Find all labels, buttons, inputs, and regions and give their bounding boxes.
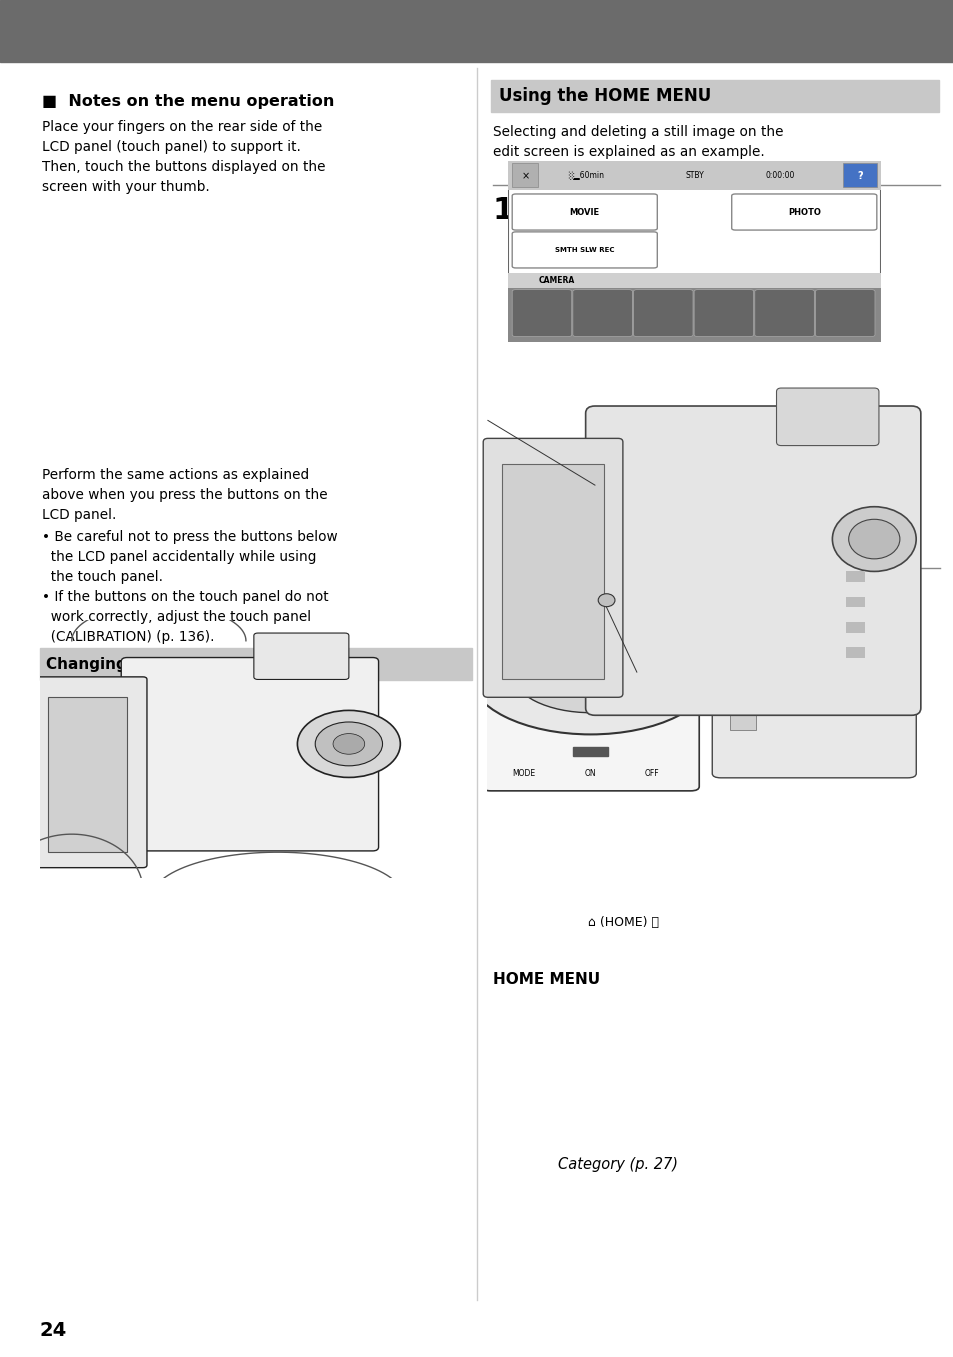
FancyBboxPatch shape bbox=[633, 289, 692, 337]
FancyBboxPatch shape bbox=[512, 232, 657, 267]
FancyBboxPatch shape bbox=[29, 677, 147, 867]
Text: Perform the same actions as explained
above when you press the buttons on the
LC: Perform the same actions as explained ab… bbox=[42, 468, 327, 522]
Text: ■  Notes on the menu operation: ■ Notes on the menu operation bbox=[42, 94, 334, 109]
Text: ⌂ (HOME) Ⓑ: ⌂ (HOME) Ⓑ bbox=[495, 627, 565, 641]
Text: Changing the language setting: Changing the language setting bbox=[46, 657, 312, 672]
Text: Press ⌂ (HOME) Ⓐ (or Ⓑ).: Press ⌂ (HOME) Ⓐ (or Ⓑ). bbox=[520, 582, 719, 597]
Text: ×: × bbox=[520, 171, 529, 180]
FancyBboxPatch shape bbox=[815, 289, 874, 337]
Text: 2: 2 bbox=[493, 578, 514, 607]
Bar bbox=[508, 161, 880, 190]
Circle shape bbox=[297, 711, 400, 778]
Bar bbox=[501, 464, 603, 680]
Text: STBY: STBY bbox=[684, 171, 703, 180]
Text: Place your fingers on the rear side of the
LCD panel (touch panel) to support it: Place your fingers on the rear side of t… bbox=[42, 119, 325, 194]
Bar bbox=[0, 0, 953, 62]
Bar bbox=[508, 288, 880, 342]
Text: You can change the on-screen displays to
show messages in a specified language. : You can change the on-screen displays to… bbox=[42, 692, 336, 786]
FancyBboxPatch shape bbox=[481, 586, 699, 791]
Text: SMTH SLW REC: SMTH SLW REC bbox=[555, 247, 614, 252]
Text: • If the buttons on the touch panel do not
  work correctly, adjust the touch pa: • If the buttons on the touch panel do n… bbox=[42, 590, 328, 645]
Bar bbox=[845, 571, 864, 582]
Text: ON: ON bbox=[584, 769, 596, 778]
Text: Category (p. 27): Category (p. 27) bbox=[558, 1158, 678, 1172]
FancyBboxPatch shape bbox=[572, 289, 632, 337]
FancyBboxPatch shape bbox=[121, 658, 378, 851]
Bar bbox=[573, 748, 607, 756]
Text: Slide the POWER switch to turn
on your camcorder.: Slide the POWER switch to turn on your c… bbox=[520, 199, 781, 235]
Text: • Be careful not to press the buttons below
  the LCD panel accidentally while u: • Be careful not to press the buttons be… bbox=[42, 531, 337, 584]
Circle shape bbox=[848, 520, 899, 559]
Text: ⌂ (HOME) Ⓐ: ⌂ (HOME) Ⓐ bbox=[587, 916, 659, 930]
Bar bbox=[845, 647, 864, 658]
FancyBboxPatch shape bbox=[585, 406, 920, 715]
FancyBboxPatch shape bbox=[512, 289, 571, 337]
Text: 24: 24 bbox=[40, 1320, 67, 1339]
FancyBboxPatch shape bbox=[731, 194, 876, 231]
Bar bbox=[845, 597, 864, 608]
Bar bbox=[491, 80, 938, 113]
Circle shape bbox=[469, 613, 712, 734]
FancyBboxPatch shape bbox=[512, 194, 657, 231]
Text: CAMERA: CAMERA bbox=[537, 275, 574, 285]
FancyBboxPatch shape bbox=[694, 289, 753, 337]
Circle shape bbox=[832, 506, 915, 571]
FancyBboxPatch shape bbox=[483, 438, 622, 697]
Text: Using the HOME MENU: Using the HOME MENU bbox=[498, 87, 711, 104]
Bar bbox=[48, 697, 127, 852]
Bar bbox=[845, 622, 864, 632]
Text: ?: ? bbox=[857, 171, 862, 180]
Bar bbox=[512, 163, 537, 187]
Text: ░▂60min: ░▂60min bbox=[567, 171, 603, 180]
Circle shape bbox=[863, 661, 924, 691]
Bar bbox=[729, 683, 755, 730]
Circle shape bbox=[314, 722, 382, 765]
FancyBboxPatch shape bbox=[776, 388, 878, 445]
Bar bbox=[508, 273, 880, 288]
Text: MODE: MODE bbox=[512, 769, 536, 778]
Bar bbox=[842, 163, 876, 187]
Circle shape bbox=[598, 594, 615, 607]
Bar bbox=[40, 649, 472, 680]
Bar bbox=[729, 654, 755, 676]
Text: Selecting and deleting a still image on the
edit screen is explained as an examp: Selecting and deleting a still image on … bbox=[493, 125, 782, 159]
Circle shape bbox=[512, 635, 668, 712]
Text: OFF: OFF bbox=[643, 769, 659, 778]
Text: MOVIE: MOVIE bbox=[569, 208, 599, 217]
FancyBboxPatch shape bbox=[253, 632, 349, 680]
Text: HOME MENU: HOME MENU bbox=[493, 972, 599, 987]
FancyBboxPatch shape bbox=[754, 289, 814, 337]
Text: PHOTO: PHOTO bbox=[787, 208, 820, 217]
Text: 1: 1 bbox=[493, 195, 514, 225]
Text: 0:00:00: 0:00:00 bbox=[764, 171, 794, 180]
Circle shape bbox=[333, 734, 364, 754]
FancyBboxPatch shape bbox=[712, 596, 915, 778]
